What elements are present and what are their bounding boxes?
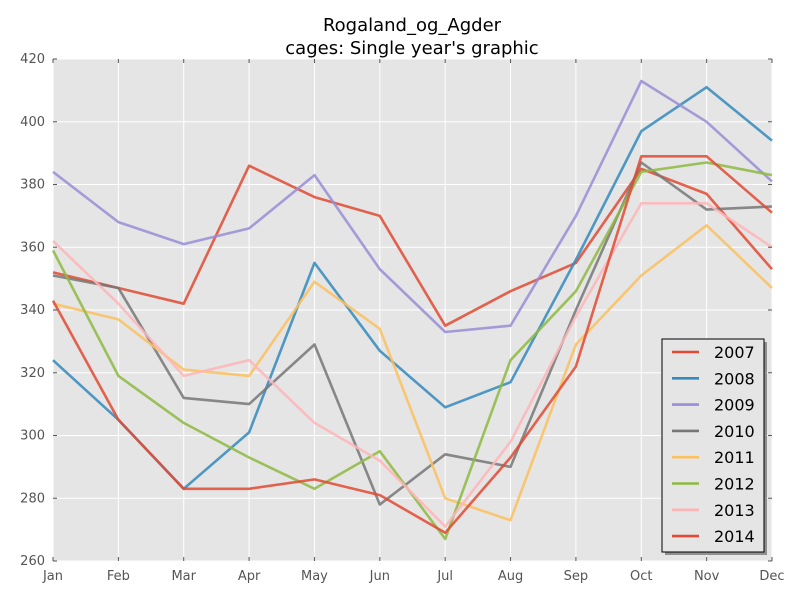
y-tick-label: 360 (20, 240, 45, 255)
x-tick-label: May (301, 569, 328, 584)
y-tick-label: 300 (20, 429, 45, 444)
x-tick-label: Apr (238, 569, 261, 584)
series-line-2007 (52, 164, 773, 328)
legend-label: 2009 (714, 396, 755, 415)
chart-title: Rogaland_og_Agder (323, 15, 502, 36)
chart-subtitle: cages: Single year's graphic (285, 38, 538, 59)
legend-box (661, 338, 765, 553)
x-tick-label: Nov (694, 569, 720, 584)
x-tick-label: Jan (42, 569, 63, 584)
legend-label: 2008 (714, 369, 755, 388)
legend-label: 2007 (714, 343, 755, 362)
legend-label: 2012 (714, 475, 755, 494)
legend-label: 2011 (714, 448, 755, 467)
series-line-2009 (52, 79, 773, 334)
series-line-2011 (52, 224, 773, 522)
y-tick-label: 320 (20, 366, 45, 381)
x-tick-label: Aug (498, 569, 523, 584)
x-tick-label: Jun (369, 569, 390, 584)
series-line-2013 (52, 202, 773, 528)
y-tick-label: 420 (20, 52, 45, 67)
y-tick-label: 380 (20, 178, 45, 193)
x-tick-label: Oct (630, 569, 652, 584)
x-tick-label: Sep (564, 569, 589, 584)
y-tick-label: 340 (20, 303, 45, 318)
y-tick-label: 400 (20, 115, 45, 130)
y-tick-label: 280 (20, 491, 45, 506)
x-tick-label: Jul (436, 569, 453, 584)
y-tick-label: 260 (20, 554, 45, 569)
x-tick-label: Mar (171, 569, 196, 584)
legend-label: 2013 (714, 501, 755, 520)
legend-label: 2014 (714, 527, 755, 546)
x-tick-label: Dec (759, 569, 784, 584)
legend-label: 2010 (714, 422, 755, 441)
x-tick-label: Feb (107, 569, 130, 584)
series-line-2014 (51, 155, 773, 535)
